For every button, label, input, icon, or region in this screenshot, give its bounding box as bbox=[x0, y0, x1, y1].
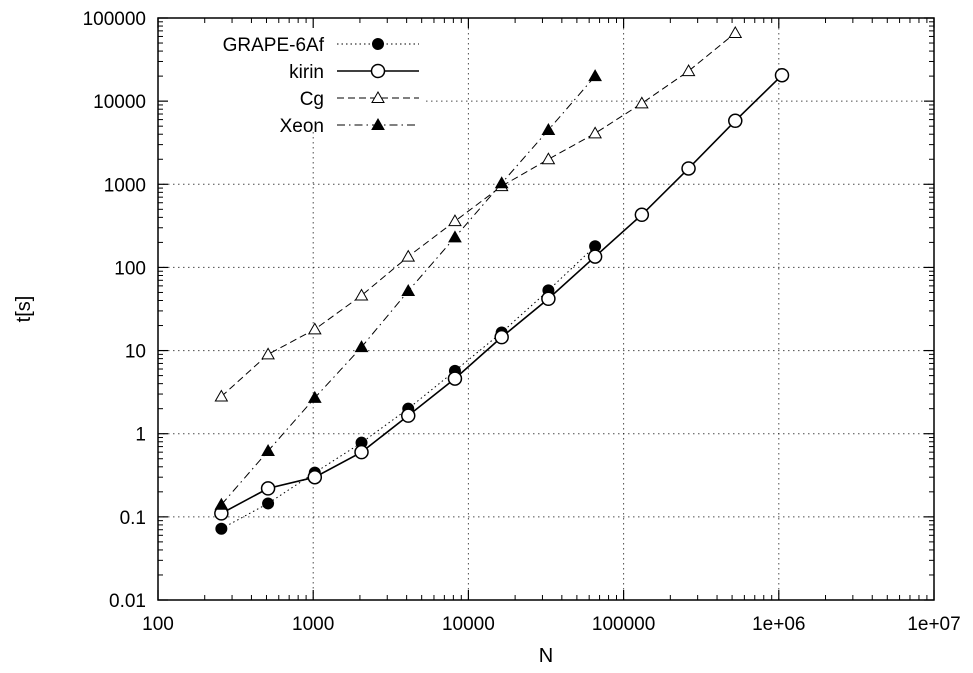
data-point-cg bbox=[307, 322, 322, 335]
plot-frame bbox=[157, 17, 935, 601]
data-point-kirin bbox=[447, 371, 463, 386]
y-tick-label: 0.1 bbox=[120, 508, 146, 529]
data-point-cg bbox=[214, 389, 229, 402]
y-tick-label: 100000 bbox=[83, 9, 146, 30]
data-point-kirin bbox=[307, 469, 323, 485]
data-point-cg bbox=[261, 347, 275, 360]
y-tick-label: 100 bbox=[114, 258, 146, 279]
data-point-kirin bbox=[260, 481, 276, 496]
y-axis-title: t[s] bbox=[13, 296, 35, 323]
axis-ticks: 100 1000 10000 100000 1e+06 1e+07 0.01 0.1 1 10 10… bbox=[83, 9, 961, 635]
data-point-cg bbox=[588, 126, 602, 139]
legend-label: kirin bbox=[289, 62, 324, 83]
y-tick-label: 1 bbox=[135, 425, 146, 446]
legend-marker bbox=[370, 63, 386, 79]
legend-entry-grape-6af: GRAPE-6Af bbox=[223, 35, 419, 56]
data-point-cg bbox=[541, 152, 556, 165]
series-xeon bbox=[214, 69, 602, 510]
data-point-xeon bbox=[354, 340, 369, 353]
series bbox=[214, 25, 790, 535]
series-line-kirin bbox=[220, 74, 783, 515]
series-cg bbox=[214, 25, 743, 402]
x-tick-label: 1e+06 bbox=[752, 614, 805, 635]
data-point-cg bbox=[448, 214, 462, 227]
data-point-kirin bbox=[774, 67, 790, 83]
x-axis-title: N bbox=[539, 645, 553, 667]
data-point-xeon bbox=[261, 443, 275, 456]
x-tick-label: 1e+07 bbox=[907, 614, 960, 635]
x-tick-label: 1000 bbox=[292, 614, 334, 635]
data-point-xeon bbox=[541, 122, 556, 135]
series-line-cg bbox=[221, 32, 736, 397]
data-point-kirin bbox=[541, 291, 556, 307]
legend-label: Xeon bbox=[280, 116, 324, 137]
data-point-cg bbox=[401, 249, 416, 262]
legend-marker bbox=[371, 117, 385, 130]
legend-label: Cg bbox=[300, 89, 324, 110]
data-point-kirin bbox=[354, 444, 369, 460]
data-point-cg bbox=[681, 64, 696, 77]
data-point-kirin bbox=[587, 249, 603, 264]
grid bbox=[158, 18, 934, 600]
x-tick-label: 100 bbox=[142, 614, 174, 635]
x-tick-label: 10000 bbox=[442, 614, 495, 635]
data-point-grape-6af bbox=[215, 522, 228, 535]
data-point-xeon bbox=[448, 230, 462, 243]
data-point-kirin bbox=[400, 408, 416, 423]
series-kirin bbox=[214, 67, 790, 521]
data-point-kirin bbox=[494, 329, 509, 345]
data-point-cg bbox=[354, 288, 369, 301]
legend-entry-xeon: Xeon bbox=[280, 116, 419, 137]
legend-marker bbox=[372, 38, 384, 50]
legend-entry-cg: Cg bbox=[300, 89, 419, 110]
data-point-xeon bbox=[307, 390, 322, 403]
y-tick-label: 0.01 bbox=[109, 591, 146, 612]
data-point-cg bbox=[634, 96, 649, 109]
x-tick-label: 100000 bbox=[592, 614, 655, 635]
data-point-xeon bbox=[214, 497, 229, 510]
legend-label: GRAPE-6Af bbox=[223, 35, 325, 56]
data-point-kirin bbox=[681, 161, 696, 176]
y-tick-label: 1000 bbox=[104, 175, 146, 196]
legend: GRAPE-6Af kirin Cg Xeon bbox=[223, 35, 419, 137]
data-point-kirin bbox=[634, 207, 650, 223]
legend-entry-kirin: kirin bbox=[289, 62, 419, 83]
data-point-xeon bbox=[588, 69, 602, 82]
y-tick-label: 10000 bbox=[93, 92, 146, 113]
data-point-kirin bbox=[728, 113, 743, 129]
data-point-xeon bbox=[401, 284, 416, 297]
legend-marker bbox=[371, 90, 385, 103]
data-point-grape-6af bbox=[262, 497, 275, 510]
y-tick-label: 10 bbox=[125, 342, 146, 363]
data-point-cg bbox=[728, 25, 743, 39]
data-point-xeon bbox=[494, 176, 509, 189]
